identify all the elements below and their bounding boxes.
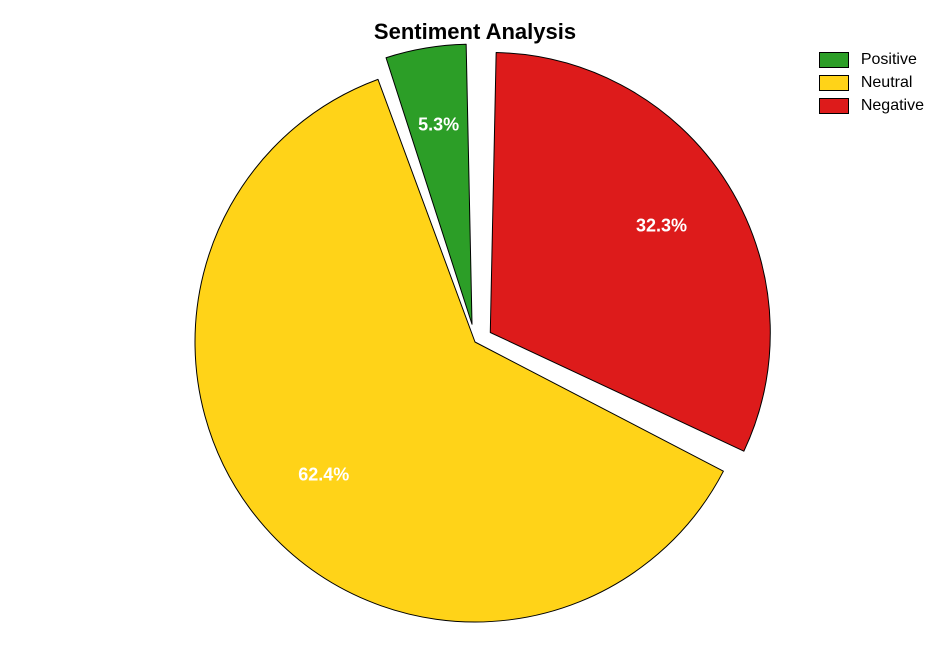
legend-swatch (819, 98, 849, 114)
pie-chart (0, 0, 950, 667)
legend-item-negative: Negative (819, 94, 924, 117)
legend: Positive Neutral Negative (819, 48, 924, 117)
legend-swatch (819, 75, 849, 91)
slice-label-positive: 5.3% (418, 115, 459, 136)
legend-label: Neutral (861, 74, 913, 92)
slice-label-negative: 32.3% (636, 216, 687, 237)
legend-label: Positive (861, 51, 917, 69)
legend-item-neutral: Neutral (819, 71, 924, 94)
legend-swatch (819, 52, 849, 68)
slice-label-neutral: 62.4% (298, 465, 349, 486)
legend-label: Negative (861, 97, 924, 115)
legend-item-positive: Positive (819, 48, 924, 71)
